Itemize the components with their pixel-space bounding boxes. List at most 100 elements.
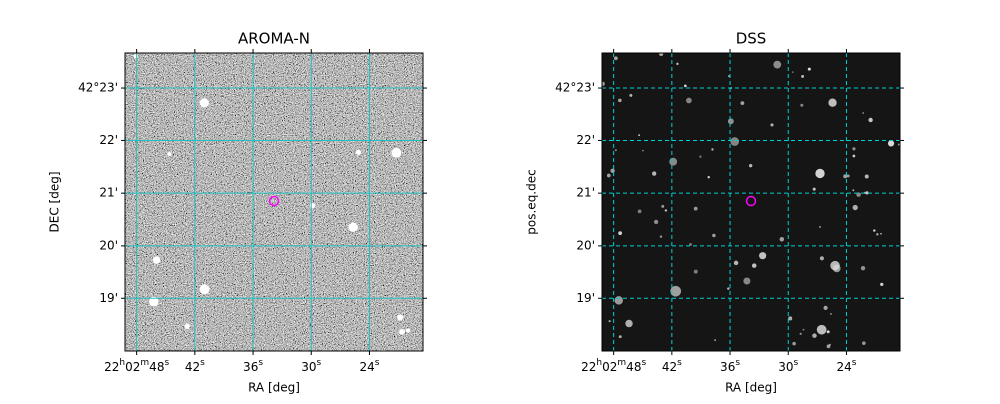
y-tick-label: 19' bbox=[99, 291, 118, 305]
star bbox=[613, 56, 618, 61]
star bbox=[602, 81, 605, 86]
y-tick-label: 22' bbox=[576, 133, 595, 147]
star bbox=[606, 173, 611, 178]
star bbox=[897, 143, 900, 146]
star bbox=[880, 282, 884, 287]
star bbox=[812, 187, 816, 191]
star bbox=[792, 341, 796, 346]
star bbox=[864, 174, 869, 179]
star bbox=[676, 62, 679, 65]
star bbox=[661, 204, 665, 208]
star bbox=[743, 277, 751, 285]
source bbox=[167, 151, 172, 157]
source bbox=[133, 54, 138, 59]
star bbox=[659, 235, 663, 238]
star bbox=[625, 319, 633, 328]
star bbox=[699, 155, 702, 158]
star bbox=[788, 316, 793, 321]
star bbox=[730, 137, 740, 146]
star bbox=[689, 243, 692, 246]
y-tick-label: 19' bbox=[576, 291, 595, 305]
star bbox=[608, 320, 611, 323]
y-tick-label: 42°23' bbox=[555, 81, 595, 95]
star bbox=[852, 204, 858, 211]
star bbox=[868, 117, 873, 123]
star bbox=[873, 229, 876, 232]
star bbox=[862, 112, 865, 114]
star bbox=[615, 149, 617, 152]
source bbox=[199, 284, 210, 295]
source bbox=[399, 328, 406, 335]
y-tick-label: 20' bbox=[576, 238, 595, 252]
star bbox=[618, 335, 622, 339]
image-noise bbox=[125, 53, 423, 351]
x-tick-label: 24s bbox=[836, 358, 856, 374]
star bbox=[693, 206, 698, 211]
source bbox=[397, 314, 404, 321]
x-tick-label: 30s bbox=[778, 358, 798, 374]
star bbox=[638, 134, 641, 137]
panel bbox=[602, 53, 900, 351]
star bbox=[686, 97, 692, 104]
source bbox=[199, 98, 209, 108]
y-axis-label: DEC [deg] bbox=[48, 172, 62, 233]
x-axis-label: RA [deg] bbox=[248, 381, 300, 395]
x-tick-label: 36s bbox=[243, 358, 263, 374]
star bbox=[876, 233, 879, 236]
star bbox=[830, 313, 832, 315]
star bbox=[862, 341, 866, 345]
star bbox=[852, 189, 855, 192]
chart-title: DSS bbox=[736, 30, 767, 48]
star bbox=[846, 174, 850, 178]
x-tick-label: 30s bbox=[301, 358, 321, 374]
x-tick-label: 22h02m48s bbox=[581, 358, 646, 374]
star bbox=[653, 219, 659, 225]
image bbox=[602, 53, 900, 351]
star bbox=[670, 285, 682, 297]
star bbox=[826, 330, 830, 334]
x-tick-label: 24s bbox=[359, 358, 379, 374]
star bbox=[819, 256, 825, 261]
star bbox=[815, 168, 825, 179]
star bbox=[852, 154, 856, 158]
star bbox=[610, 168, 615, 173]
y-tick-label: 20' bbox=[99, 238, 118, 252]
source bbox=[355, 149, 362, 155]
star bbox=[799, 332, 802, 335]
star bbox=[759, 252, 767, 260]
star bbox=[812, 333, 817, 338]
star bbox=[880, 232, 882, 235]
star bbox=[748, 163, 753, 168]
star bbox=[819, 226, 821, 228]
star bbox=[807, 67, 811, 71]
star bbox=[800, 103, 804, 107]
star bbox=[664, 209, 668, 212]
star bbox=[791, 71, 794, 74]
star bbox=[728, 75, 731, 78]
y-tick-label: 42°23' bbox=[78, 81, 118, 95]
star bbox=[830, 260, 840, 271]
star bbox=[801, 74, 805, 78]
star bbox=[802, 328, 805, 331]
star bbox=[712, 233, 716, 238]
star bbox=[826, 344, 831, 349]
x-tick-label: 36s bbox=[720, 358, 740, 374]
x-tick-label: 22h02m48s bbox=[104, 358, 169, 374]
star bbox=[751, 263, 757, 268]
star bbox=[652, 171, 657, 176]
y-axis-label: pos.eq.dec bbox=[525, 169, 539, 234]
panel bbox=[125, 53, 423, 351]
y-tick-label: 21' bbox=[576, 186, 595, 200]
star bbox=[659, 53, 664, 57]
source bbox=[405, 328, 411, 333]
axes-frame bbox=[601, 52, 901, 352]
y-tick-label: 22' bbox=[99, 133, 118, 147]
star bbox=[614, 296, 624, 305]
star bbox=[618, 98, 622, 103]
x-tick-label: 42s bbox=[185, 358, 205, 374]
star bbox=[629, 93, 633, 97]
star bbox=[740, 101, 745, 106]
star bbox=[669, 157, 678, 166]
chart-title: AROMA-N bbox=[238, 30, 310, 48]
